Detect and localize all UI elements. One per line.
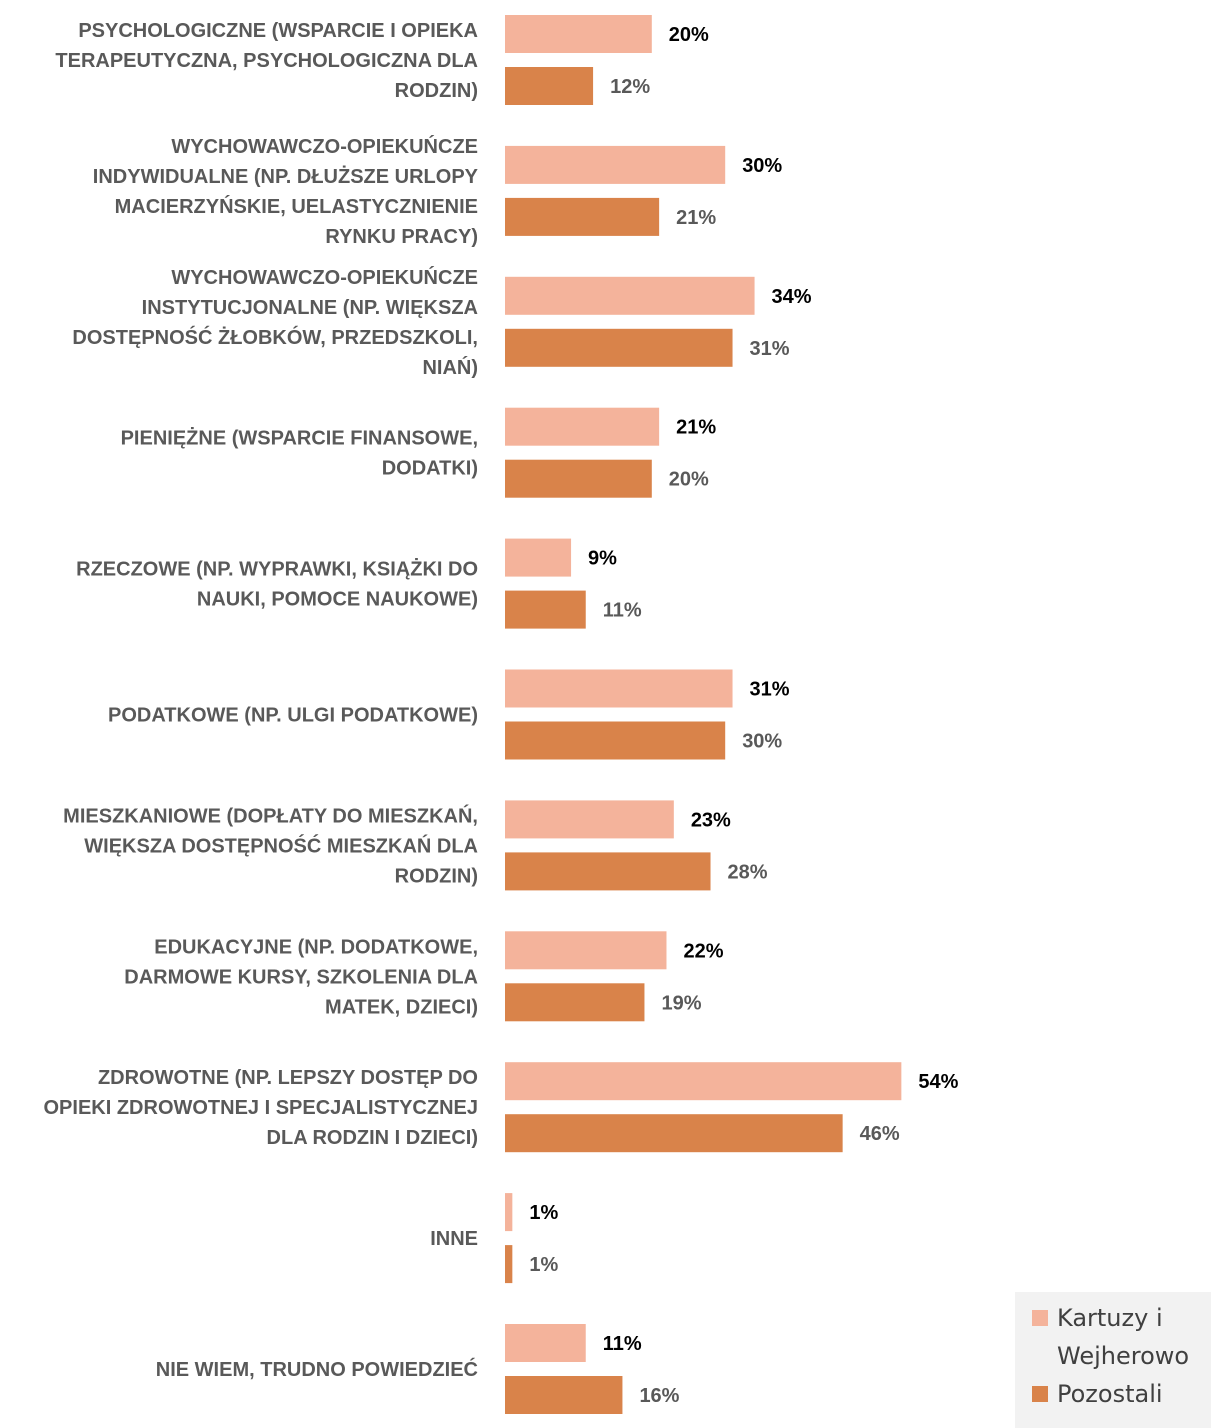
data-label-pozostali-0: 12% <box>610 76 650 98</box>
legend-label-line: Pozostali <box>1057 1380 1163 1408</box>
bar-kartuzy-wejherowo-6 <box>505 800 674 839</box>
category-label-line: MIESZKANIOWE (DOPŁATY DO MIESZKAŃ, <box>63 804 478 827</box>
data-label-kartuzy-wejherowo-1: 30% <box>742 155 782 177</box>
category-label-line: MATEK, DZIECI) <box>325 996 478 1018</box>
category-label-line: PODATKOWE (NP. ULGI PODATKOWE) <box>108 705 478 727</box>
bar-pozostali-4 <box>505 590 586 629</box>
bar-kartuzy-wejherowo-3 <box>505 407 660 446</box>
bar-kartuzy-wejherowo-4 <box>505 538 572 577</box>
data-label-pozostali-10: 16% <box>639 1385 679 1407</box>
bar-pozostali-3 <box>505 459 652 498</box>
legend-swatch-kartuzy-wejherowo <box>1032 1310 1048 1326</box>
data-label-kartuzy-wejherowo-2: 34% <box>772 286 812 308</box>
bar-kartuzy-wejherowo-2 <box>505 276 755 315</box>
category-label-line: DODATKI) <box>382 458 478 480</box>
bar-kartuzy-wejherowo-9 <box>505 1193 513 1232</box>
category-label-line: INDYWIDUALNE (NP. DŁUŻSZE URLOPY <box>93 165 479 188</box>
category-label-line: EDUKACYJNE (NP. DODATKOWE, <box>154 936 478 958</box>
category-label-7: EDUKACYJNE (NP. DODATKOWE, DARMOWE KURSY,… <box>124 936 478 1018</box>
category-label-8: ZDROWOTNE (NP. LEPSZY DOSTĘP DO OPIEKI ZD… <box>43 1067 478 1149</box>
data-label-kartuzy-wejherowo-10: 11% <box>603 1333 642 1355</box>
category-label-line: RODZIN) <box>395 865 478 887</box>
bar-kartuzy-wejherowo-5 <box>505 669 733 708</box>
category-label-line: DLA RODZIN I DZIECI) <box>267 1127 478 1149</box>
legend: Kartuzy i Wejherowo Pozostali <box>1015 1292 1211 1428</box>
category-label-5: PODATKOWE (NP. ULGI PODATKOWE) <box>108 705 478 727</box>
data-label-pozostali-8: 46% <box>860 1123 900 1145</box>
category-label-line: TERAPEUTYCZNA, PSYCHOLOGICZNA DLA <box>55 50 478 72</box>
category-label-1: WYCHOWAWCZO-OPIEKUŃCZE INDYWIDUALNE (NP. … <box>93 135 479 248</box>
category-label-0: PSYCHOLOGICZNE (WSPARCIE I OPIEKA TERAPEU… <box>55 20 478 102</box>
data-label-kartuzy-wejherowo-9: 1% <box>529 1202 558 1224</box>
bar-pozostali-9 <box>505 1245 513 1284</box>
data-label-kartuzy-wejherowo-4: 9% <box>588 548 617 570</box>
legend-swatch-pozostali <box>1032 1386 1048 1402</box>
category-label-10: NIE WIEM, TRUDNO POWIEDZIEĆ <box>156 1357 478 1381</box>
data-label-kartuzy-wejherowo-0: 20% <box>669 24 709 46</box>
category-label-line: RODZIN) <box>395 80 478 102</box>
data-label-pozostali-3: 20% <box>669 469 709 491</box>
bar-kartuzy-wejherowo-0 <box>505 15 652 53</box>
legend-label-line: Wejherowo <box>1057 1342 1189 1370</box>
category-label-2: WYCHOWAWCZO-OPIEKUŃCZE INSTYTUCJONALNE (N… <box>72 266 478 379</box>
bar-pozostali-5 <box>505 721 726 760</box>
legend-label-line: Kartuzy i <box>1057 1304 1163 1332</box>
legend-label-kartuzy-wejherowo: Kartuzy i Wejherowo <box>1057 1304 1189 1370</box>
category-label-line: RZECZOWE (NP. WYPRAWKI, KSIĄŻKI DO <box>76 558 478 581</box>
category-label-line: NIAŃ) <box>422 356 478 379</box>
bar-pozostali-10 <box>505 1376 623 1414</box>
category-label-line: NAUKI, POMOCE NAUKOWE) <box>197 589 478 611</box>
category-label-4: RZECZOWE (NP. WYPRAWKI, KSIĄŻKI DO NAUKI,… <box>76 558 478 611</box>
bar-pozostali-1 <box>505 197 660 236</box>
bar-pozostali-0 <box>505 67 594 105</box>
category-labels: PSYCHOLOGICZNE (WSPARCIE I OPIEKA TERAPEU… <box>43 20 478 1381</box>
data-label-kartuzy-wejherowo-6: 23% <box>691 809 731 831</box>
category-label-line: NIE WIEM, TRUDNO POWIEDZIEĆ <box>156 1357 478 1381</box>
data-label-pozostali-1: 21% <box>676 207 716 229</box>
data-label-kartuzy-wejherowo-3: 21% <box>676 417 716 439</box>
category-label-line: PIENIĘŻNE (WSPARCIE FINANSOWE, <box>121 427 478 450</box>
category-label-line: OPIEKI ZDROWOTNEJ I SPECJALISTYCZNEJ <box>43 1097 478 1119</box>
category-label-line: INNE <box>430 1228 478 1250</box>
category-label-line: WYCHOWAWCZO-OPIEKUŃCZE <box>171 266 478 289</box>
data-label-pozostali-6: 28% <box>728 861 768 883</box>
data-label-pozostali-9: 1% <box>529 1254 558 1276</box>
category-label-line: RYNKU PRACY) <box>325 226 478 248</box>
data-label-kartuzy-wejherowo-7: 22% <box>683 940 723 962</box>
legend-label-pozostali: Pozostali <box>1057 1380 1163 1408</box>
bar-kartuzy-wejherowo-1 <box>505 145 726 184</box>
bar-pozostali-2 <box>505 328 733 367</box>
data-label-pozostali-2: 31% <box>750 338 790 360</box>
category-label-line: WIĘKSZA DOSTĘPNOŚĆ MIESZKAŃ DLA <box>84 833 478 857</box>
category-label-line: DARMOWE KURSY, SZKOLENIA DLA <box>124 966 478 988</box>
category-label-6: MIESZKANIOWE (DOPŁATY DO MIESZKAŃ, WIĘKSZ… <box>63 804 478 887</box>
category-label-line: WYCHOWAWCZO-OPIEKUŃCZE <box>171 135 478 158</box>
data-label-kartuzy-wejherowo-5: 31% <box>750 679 790 701</box>
category-label-line: PSYCHOLOGICZNE (WSPARCIE I OPIEKA <box>78 20 478 42</box>
category-label-line: DOSTĘPNOŚĆ ŻŁOBKÓW, PRZEDSZKOLI, <box>72 325 478 349</box>
bar-kartuzy-wejherowo-8 <box>505 1062 902 1101</box>
category-label-line: INSTYTUCJONALNE (NP. WIĘKSZA <box>142 297 478 319</box>
data-label-kartuzy-wejherowo-8: 54% <box>918 1071 958 1093</box>
value-labels: 20% 12% 30% 21% 34% 31% 21% 20% 9% 11% 31% 30% 23% 28… <box>529 24 958 1407</box>
data-label-pozostali-5: 30% <box>742 731 782 753</box>
category-label-3: PIENIĘŻNE (WSPARCIE FINANSOWE, DODATKI) <box>121 427 478 480</box>
bar-kartuzy-wejherowo-7 <box>505 931 667 970</box>
bar-pozostali-7 <box>505 983 645 1022</box>
data-label-pozostali-4: 11% <box>603 600 642 622</box>
category-label-line: ZDROWOTNE (NP. LEPSZY DOSTĘP DO <box>98 1067 478 1089</box>
bar-kartuzy-wejherowo-10 <box>505 1324 586 1362</box>
category-label-line: MACIERZYŃSKIE, UELASTYCZNIENIE <box>115 195 478 218</box>
data-label-pozostali-7: 19% <box>661 992 701 1014</box>
bar-pozostali-8 <box>505 1114 843 1153</box>
bars-group <box>505 15 902 1414</box>
bar-pozostali-6 <box>505 852 711 891</box>
category-label-9: INNE <box>430 1228 478 1250</box>
